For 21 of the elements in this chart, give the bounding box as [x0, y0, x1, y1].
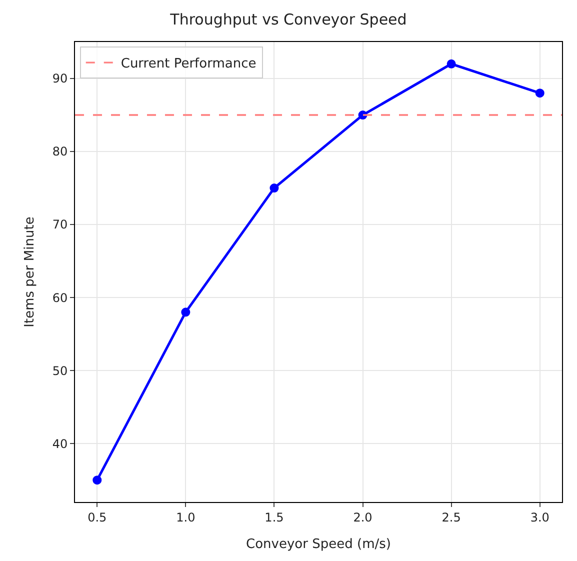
y-tick-label: 80 — [52, 144, 68, 159]
x-tick-label: 2.5 — [442, 510, 461, 524]
x-axis-title: Conveyor Speed (m/s) — [246, 537, 391, 552]
x-tick-label: 0.5 — [88, 510, 107, 524]
y-axis-title: Items per Minute — [22, 216, 38, 328]
y-tick-label: 40 — [52, 436, 68, 451]
y-tick-label: 50 — [52, 364, 68, 378]
point — [270, 184, 279, 193]
point — [92, 476, 102, 485]
x-tick-label: 1.0 — [176, 510, 196, 524]
x-tick-label: 2.0 — [353, 510, 372, 524]
y-tick-label: 70 — [52, 218, 68, 232]
y-tick-label: 90 — [52, 72, 68, 86]
legend-label: Current Performance — [120, 56, 256, 72]
point — [181, 308, 190, 317]
point — [535, 88, 544, 98]
point — [446, 59, 456, 68]
x-tick-label: 1.5 — [264, 510, 284, 524]
chart-title: Throughput vs Conveyor Speed — [169, 10, 407, 29]
x-tick-label: 3.0 — [530, 510, 550, 524]
y-tick-label: 60 — [52, 290, 68, 305]
